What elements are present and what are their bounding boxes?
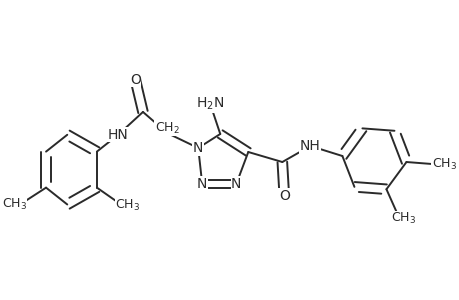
Text: N: N [193, 141, 203, 155]
Text: CH$_2$: CH$_2$ [155, 121, 179, 136]
Text: N: N [196, 177, 207, 191]
Text: N: N [230, 177, 241, 191]
Text: HN: HN [107, 128, 128, 142]
Text: O: O [129, 73, 140, 87]
Text: H$_2$N: H$_2$N [196, 96, 224, 112]
Text: CH$_3$: CH$_3$ [2, 197, 27, 212]
Text: CH$_3$: CH$_3$ [390, 211, 415, 226]
Text: NH: NH [299, 139, 320, 153]
Text: O: O [278, 189, 289, 203]
Text: CH$_3$: CH$_3$ [115, 198, 140, 213]
Text: CH$_3$: CH$_3$ [431, 157, 456, 172]
